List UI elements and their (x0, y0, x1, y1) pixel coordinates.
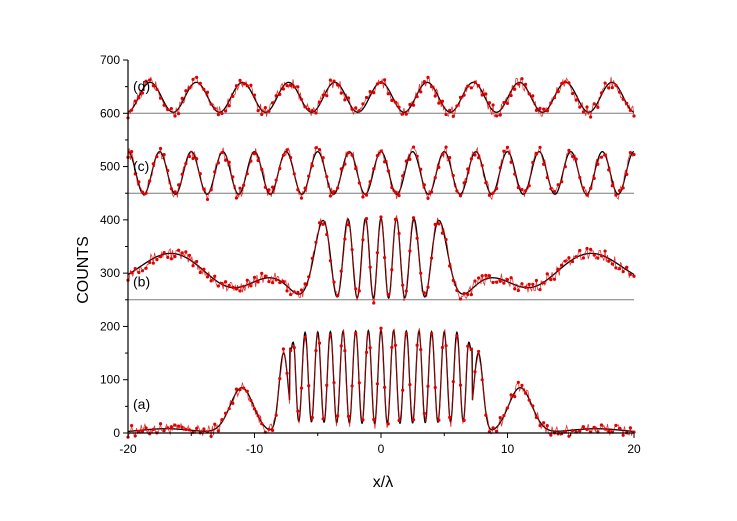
fit-curve-1 (127, 328, 635, 433)
y-tick-label: 700 (100, 53, 120, 67)
x-tick-label: -20 (119, 442, 137, 456)
y-tick-label: 200 (100, 319, 120, 333)
y-tick-label: 300 (100, 266, 120, 280)
labels: (a) (b) (c) (d) (133, 78, 150, 412)
y-tick-label: 0 (113, 426, 120, 440)
y-tick-label: 400 (100, 213, 120, 227)
x-axis-title: x/λ (373, 474, 393, 491)
panel-baselines (128, 112, 634, 434)
x-tick-label: -10 (246, 442, 264, 456)
y-tick-label: 100 (100, 373, 120, 387)
data-line-3 (127, 145, 635, 201)
y-axis-title: COUNTS (75, 236, 92, 304)
data-line-4 (127, 76, 635, 118)
axes: 0 100 200 300 400 500 600 700 -20 -10 0 10 20 (100, 53, 641, 456)
panel-label-4: (d) (133, 78, 150, 94)
panel-label-2: (b) (133, 273, 150, 289)
data-line-1 (127, 328, 635, 438)
panel-label-3: (c) (133, 158, 149, 174)
x-tick-label: 20 (627, 442, 641, 456)
x-tick-label: 10 (501, 442, 515, 456)
data-points (126, 75, 636, 439)
y-tick-label: 600 (100, 106, 120, 120)
x-tick-label: 0 (378, 442, 385, 456)
data-line-2 (127, 215, 635, 304)
panel-label-1: (a) (133, 396, 150, 412)
fit-curves (127, 81, 635, 433)
fit-curve-4 (127, 81, 635, 113)
fit-curve-2 (127, 217, 635, 300)
y-tick-label: 500 (100, 160, 120, 174)
